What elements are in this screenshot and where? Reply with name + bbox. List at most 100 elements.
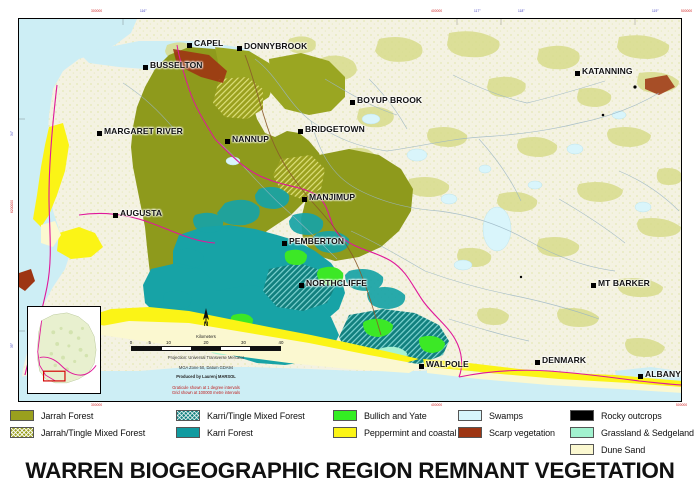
legend-item[interactable]: Jarrah Forest xyxy=(10,408,145,423)
legend-item[interactable]: Jarrah/Tingle Mixed Forest xyxy=(10,425,145,440)
coordinate-tick-label: 35° xyxy=(10,342,14,348)
legend-label: Karri/Tingle Mixed Forest xyxy=(207,410,305,421)
town-dot-icon xyxy=(225,139,230,144)
swatch-peppermint-coastal-heath xyxy=(333,427,357,438)
scale-and-credits-block: N Kilometers 0 5 10 20 30 40 Projection: Univ… xyxy=(111,307,301,397)
town-label: WALPOLE xyxy=(426,359,469,369)
warren-region-boundary-4 xyxy=(458,369,681,386)
legend-column-0: Jarrah Forest Jarrah/Tingle Mixed Forest xyxy=(10,408,145,442)
town-dot-icon xyxy=(143,65,148,70)
inset-veg-speckles xyxy=(49,326,89,372)
north-arrow: N xyxy=(111,307,301,335)
region-highlight-rect xyxy=(42,370,66,382)
legend-column-1: Karri/Tingle Mixed Forest Karri Forest xyxy=(176,408,305,442)
graticule-note-1: Graticule shown at 1 degree intervals xyxy=(172,384,240,390)
town-label: NORTHCLIFFE xyxy=(306,278,368,288)
town-dot-icon xyxy=(97,131,102,136)
town-dot-icon xyxy=(535,360,540,365)
legend-item[interactable]: Karri/Tingle Mixed Forest xyxy=(176,408,305,423)
town-dot-icon xyxy=(237,46,242,51)
rocky-outcrop-areas xyxy=(519,85,637,279)
swatch-bullich-and-yate xyxy=(333,410,357,421)
coordinate-tick-label: 116° xyxy=(140,9,147,13)
coordinate-tick-label: 400000 xyxy=(431,403,443,407)
legend-label: Dune Sand xyxy=(601,444,646,455)
river-network xyxy=(122,58,680,342)
town-dot-icon xyxy=(187,43,192,48)
legend-label: Scarp vegetation xyxy=(489,427,555,438)
coordinate-tick-label: 117° xyxy=(474,9,481,13)
coordinate-tick-label: 400000 xyxy=(431,9,443,13)
legend-column-4: Rocky outcrops Grassland & Sedgeland Dune … xyxy=(570,408,694,459)
scale-tick: 5 xyxy=(148,340,151,345)
warren-region-boundary-3 xyxy=(78,212,216,244)
town-label: DENMARK xyxy=(542,355,587,365)
coordinate-tick-label: 118° xyxy=(518,9,525,13)
graticule-note-2: Grid shown at 100000 metre intervals xyxy=(171,390,241,396)
map-canvas[interactable]: CAPEL DONNYBROOK BUSSELTON KATANNING BOYUP B… xyxy=(18,18,682,402)
coordinate-tick-label: 300000 xyxy=(91,403,103,407)
coordinate-tick-label: 500000 xyxy=(676,403,688,407)
swatch-jarrah-forest xyxy=(10,410,34,421)
town-label: MT BARKER xyxy=(598,278,650,288)
legend-label: Swamps xyxy=(489,410,523,421)
town-label: ALBANY xyxy=(645,369,682,379)
legend-label: Rocky outcrops xyxy=(601,410,662,421)
legend-item[interactable]: Karri Forest xyxy=(176,425,305,440)
swatch-dune-sand xyxy=(570,444,594,455)
jarrah-tingle-mixed-area xyxy=(213,77,263,119)
legend-item[interactable]: Dune Sand xyxy=(570,442,694,457)
warren-region-boundary-5 xyxy=(176,44,216,140)
town-dot-icon xyxy=(419,364,424,369)
scale-tick: 0 xyxy=(129,340,133,345)
produced-by-line: Produced by Laurenj MARSOL xyxy=(176,374,236,380)
scale-tick: 30 xyxy=(241,340,246,345)
map-legend: Jarrah Forest Jarrah/Tingle Mixed Forest K… xyxy=(10,408,694,456)
legend-item[interactable]: Bullich and Yate xyxy=(333,408,481,423)
swatch-grassland-sedgeland xyxy=(570,427,594,438)
town-dot-icon xyxy=(591,283,596,288)
wa-boundary-line xyxy=(39,356,97,376)
town-dot-icon xyxy=(282,241,287,246)
swatch-swamps xyxy=(458,410,482,421)
north-letter: N xyxy=(203,322,209,328)
swatch-rocky-outcrops xyxy=(570,410,594,421)
scale-tick-labels: 0 5 10 20 30 40 xyxy=(129,340,284,346)
coordinate-tick-label: 34° xyxy=(10,130,14,136)
scale-tick: 20 xyxy=(203,340,209,345)
town-label: CAPEL xyxy=(194,38,224,48)
wa-landmass xyxy=(37,312,97,384)
jarrah-tingle-mixed-area-2 xyxy=(273,155,325,199)
legend-label: Peppermint and coastal heath xyxy=(364,427,481,438)
scarp-vegetation-areas xyxy=(19,49,675,291)
coordinate-tick-label: 500000 xyxy=(681,9,693,13)
legend-item[interactable]: Swamps xyxy=(458,408,555,423)
legend-label: Grassland & Sedgeland xyxy=(601,427,694,438)
projection-line-1: Projection: Universal Transverse Mercato… xyxy=(167,355,245,360)
town-label: DONNYBROOK xyxy=(244,41,308,51)
sub-region-boundary xyxy=(244,54,382,336)
swatch-karri-tingle-mixed-forest xyxy=(176,410,200,421)
locator-inset-map[interactable] xyxy=(27,306,101,394)
map-vector-layer xyxy=(19,19,681,401)
jarrah-forest-ne xyxy=(269,53,345,115)
town-label: BRIDGETOWN xyxy=(305,124,365,134)
swamp-areas xyxy=(225,110,652,271)
inset-wa-svg xyxy=(28,307,100,393)
legend-item[interactable]: Peppermint and coastal heath xyxy=(333,425,481,440)
town-dot-icon xyxy=(350,100,355,105)
town-label: AUGUSTA xyxy=(120,208,163,218)
town-label: KATANNING xyxy=(582,66,633,76)
legend-item[interactable]: Grassland & Sedgeland xyxy=(570,425,694,440)
legend-label: Karri Forest xyxy=(207,427,253,438)
town-dot-icon xyxy=(298,129,303,134)
ocean-west xyxy=(19,19,137,399)
town-dot-icon xyxy=(302,197,307,202)
legend-label: Jarrah/Tingle Mixed Forest xyxy=(41,427,146,438)
swatch-jarrah-tingle-mixed-forest xyxy=(10,427,34,438)
bottom-coordinate-ticks: 300000 400000 500000 xyxy=(18,403,687,411)
top-coordinate-ticks: 300000 116° 400000 117° 118° 119° 500000 xyxy=(18,9,692,17)
legend-item[interactable]: Scarp vegetation xyxy=(458,425,555,440)
town-dot-icon xyxy=(638,374,643,379)
legend-item[interactable]: Rocky outcrops xyxy=(570,408,694,423)
